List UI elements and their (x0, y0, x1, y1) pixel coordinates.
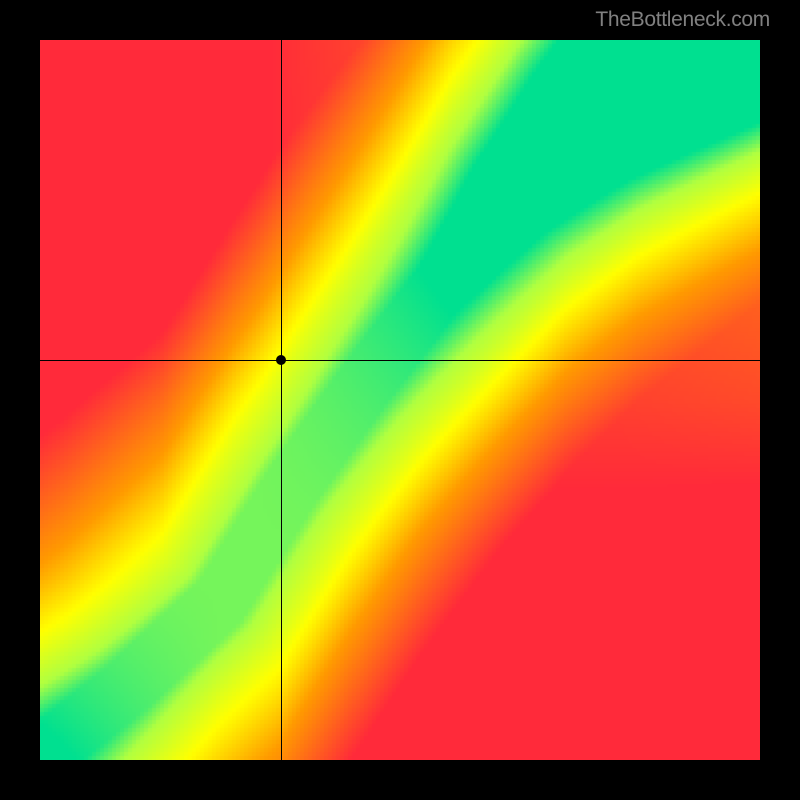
crosshair-horizontal-line (40, 360, 760, 361)
heatmap-canvas (40, 40, 760, 760)
plot-area (40, 40, 760, 760)
crosshair-vertical-line (281, 40, 282, 760)
crosshair-marker-dot (276, 355, 286, 365)
watermark-text: TheBottleneck.com (595, 8, 770, 32)
